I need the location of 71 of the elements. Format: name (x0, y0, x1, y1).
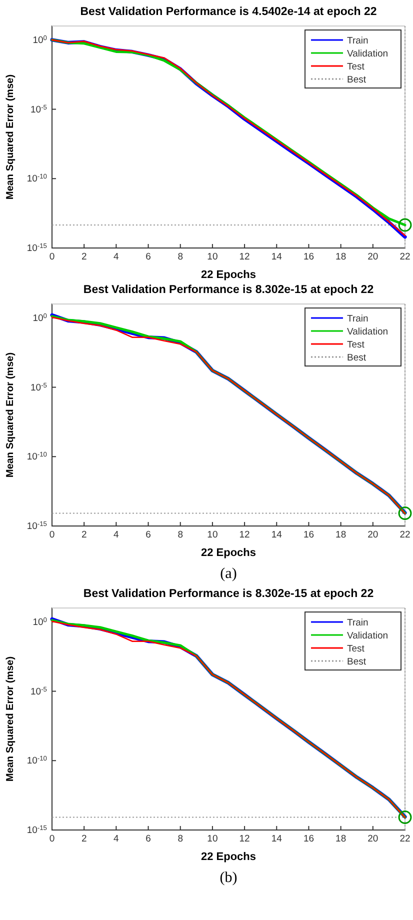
x-tick-label: 16 (303, 834, 314, 845)
y-tick-label: 10$^{-5}$ (30, 686, 48, 698)
legend-label: Best (347, 656, 366, 668)
x-tick-label: 20 (368, 252, 378, 263)
legend-label: Best (347, 352, 366, 364)
x-tick-label: 0 (49, 834, 55, 845)
legend-label: Test (347, 644, 365, 654)
x-tick-label: 4 (114, 834, 119, 845)
x-axis-title: 22 Epochs (200, 269, 256, 281)
y-tick-label: 10$^{-15}$ (26, 520, 48, 532)
x-tick-label: 16 (303, 530, 314, 541)
x-tick-label: 4 (114, 530, 119, 541)
x-tick-label: 10 (207, 834, 218, 845)
y-tick-label: 10$^{0}$ (32, 616, 48, 628)
x-tick-label: 6 (146, 530, 151, 541)
legend-label: Test (347, 340, 365, 350)
text: (b) (220, 870, 238, 886)
legend-label: Train (347, 618, 368, 628)
y-axis-title: Mean Squared Error (mse) (5, 656, 16, 782)
legend-label: Train (347, 314, 368, 324)
x-tick-label: 16 (303, 252, 314, 263)
text: (a) (220, 566, 237, 582)
x-tick-label: 10 (207, 252, 218, 263)
x-tick-label: 8 (178, 530, 184, 541)
x-axis-title: 22 Epochs (200, 547, 256, 559)
legend-label: Train (347, 36, 368, 46)
x-tick-label: 18 (336, 252, 346, 263)
x-tick-label: 22 (400, 834, 410, 845)
x-tick-label: 6 (146, 252, 151, 263)
x-tick-label: 12 (239, 530, 250, 541)
chart-title: Best Validation Performance is 8.302e-15 at epoch 22 (83, 284, 374, 296)
x-tick-label: 20 (368, 530, 378, 541)
x-tick-label: 22 (400, 530, 410, 541)
x-tick-label: 2 (81, 252, 87, 263)
legend-label: Best (347, 74, 366, 86)
y-tick-label: 10$^{-15}$ (26, 242, 48, 254)
legend-label: Validation (347, 48, 388, 60)
x-tick-label: 8 (178, 252, 184, 263)
x-tick-label: 18 (336, 530, 346, 541)
y-axis-title: Mean Squared Error (mse) (5, 352, 16, 478)
x-tick-label: 18 (336, 834, 346, 845)
x-tick-label: 4 (114, 252, 119, 263)
x-tick-label: 0 (49, 252, 55, 263)
y-tick-label: 10$^{0}$ (32, 312, 48, 324)
legend-label: Test (347, 62, 365, 72)
chart-title: Best Validation Performance is 4.5402e-14 at epoch 22 (80, 6, 377, 18)
y-tick-label: 10$^{-5}$ (30, 382, 48, 394)
x-axis-title: 22 Epochs (200, 851, 256, 863)
x-tick-label: 22 (400, 252, 410, 263)
x-tick-label: 10 (207, 530, 218, 541)
legend-label: Validation (347, 326, 388, 338)
y-axis-title: Mean Squared Error (mse) (5, 74, 16, 200)
x-tick-label: 20 (368, 834, 378, 845)
y-tick-label: 10$^{-10}$ (26, 755, 48, 767)
y-tick-label: 10$^{-5}$ (30, 104, 48, 116)
x-tick-label: 0 (49, 530, 55, 541)
x-tick-label: 2 (81, 834, 87, 845)
x-tick-label: 14 (271, 252, 282, 263)
y-tick-label: 10$^{-10}$ (26, 173, 48, 185)
chart-title: Best Validation Performance is 8.302e-15 at epoch 22 (83, 588, 374, 600)
x-tick-label: 12 (239, 834, 250, 845)
legend-label: Validation (347, 630, 388, 642)
y-tick-label: 10$^{-10}$ (26, 451, 48, 463)
x-tick-label: 14 (271, 530, 282, 541)
y-tick-label: 10$^{-15}$ (26, 824, 48, 836)
x-tick-label: 14 (271, 834, 282, 845)
x-tick-label: 2 (81, 530, 87, 541)
x-tick-label: 8 (178, 834, 184, 845)
x-tick-label: 12 (239, 252, 250, 263)
y-tick-label: 10$^{0}$ (32, 34, 48, 46)
x-tick-label: 6 (146, 834, 151, 845)
